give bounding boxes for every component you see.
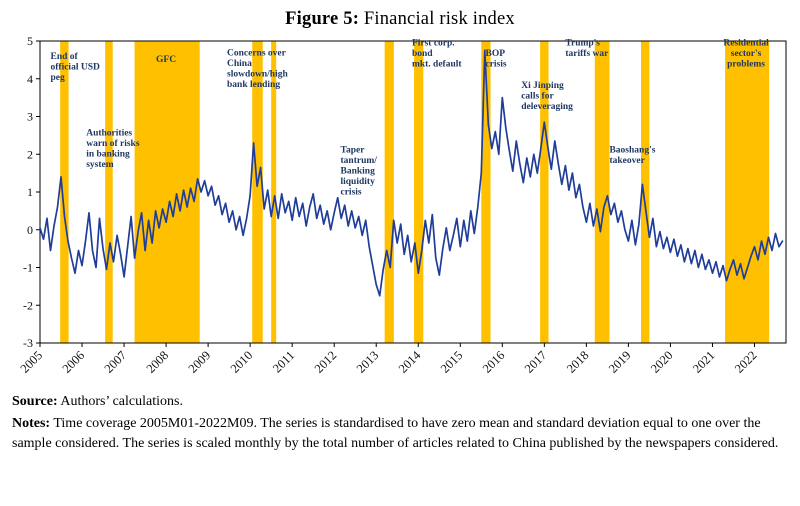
event-annotation-line: calls for: [521, 92, 554, 102]
notes-text: Time coverage 2005M01-2022M09. The serie…: [12, 415, 779, 451]
event-annotation-line: official USD: [51, 63, 100, 73]
x-axis-tick-label: 2016: [480, 348, 508, 376]
event-annotation-line: mkt. default: [412, 60, 462, 70]
event-annotation-line: GFC: [156, 55, 176, 65]
event-annotation-line: liquidity: [341, 177, 376, 187]
x-axis-tick-label: 2013: [354, 348, 382, 376]
y-axis-tick-label: -3: [23, 336, 33, 350]
event-annotation-line: takeover: [609, 156, 645, 166]
event-annotation-line: BOP: [485, 49, 505, 59]
event-band: [594, 41, 610, 343]
event-band: [60, 41, 69, 343]
figure-number-label: Figure 5:: [285, 9, 360, 29]
event-annotation-line: system: [86, 160, 114, 170]
event-annotation-line: deleveraging: [521, 102, 573, 112]
event-band: [540, 41, 549, 343]
x-axis-tick-label: 2008: [144, 348, 172, 376]
figure-title: Figure 5: Financial risk index: [0, 9, 800, 30]
event-band: [725, 41, 770, 343]
event-annotation: First corp. bond mkt. default: [412, 39, 462, 70]
event-annotation: Concerns over China slowdown/high bank lend…: [227, 48, 288, 90]
x-axis-tick-label: 2017: [522, 348, 550, 376]
event-annotation: End of official USD peg: [51, 52, 100, 83]
source-label: Source:: [12, 394, 58, 409]
event-annotation-line: Taper: [341, 145, 366, 155]
event-band: [414, 41, 424, 343]
event-annotation-line: Residential: [723, 39, 769, 49]
x-axis-tick-label: 2022: [732, 348, 760, 376]
x-axis-tick-label: 2021: [690, 348, 718, 376]
y-axis-tick-label: 5: [27, 34, 33, 48]
source-text: Authors’ calculations.: [57, 394, 183, 409]
event-annotation-line: Trump's: [565, 39, 600, 49]
event-annotation-line: peg: [51, 73, 66, 83]
event-annotation-line: End of: [51, 52, 79, 62]
x-axis-tick-label: 2005: [18, 348, 46, 376]
event-annotation-line: crisis: [485, 60, 506, 70]
event-annotation-line: China: [227, 59, 252, 69]
x-axis-tick-label: 2007: [102, 348, 130, 376]
event-annotation: Baoshang's takeover: [609, 145, 655, 166]
event-annotation: BOP crisis: [485, 49, 506, 70]
notes-label: Notes:: [12, 415, 51, 431]
x-axis-tick-label: 2018: [564, 348, 592, 376]
notes-line: Notes: Time coverage 2005M01-2022M09. Th…: [12, 414, 788, 454]
x-axis-tick-label: 2010: [228, 348, 256, 376]
event-annotation-line: sector's: [731, 49, 762, 59]
event-annotation-line: problems: [727, 60, 765, 70]
event-annotation-line: bond: [412, 49, 433, 59]
source-line: Source: Authors’ calculations.: [12, 392, 788, 412]
event-annotation-line: Banking: [341, 166, 376, 176]
x-axis-tick-label: 2020: [648, 348, 676, 376]
event-annotation-line: tariffs war: [565, 49, 609, 59]
event-annotation-line: crisis: [341, 187, 362, 197]
x-axis-tick-label: 2015: [438, 348, 466, 376]
x-axis-tick-label: 2011: [270, 348, 297, 375]
event-band: [384, 41, 394, 343]
event-band: [134, 41, 200, 343]
figure-page: Figure 5: Financial risk index 5 4 3 2 1 0 -1 -…: [0, 9, 800, 454]
y-axis-tick-label: 4: [27, 72, 33, 86]
event-band: [641, 41, 650, 343]
chart-container: 5 4 3 2 1 0 -1 -2 -3 2005 2006 2007 2008 2009 2010 2011…: [6, 33, 798, 390]
event-band: [481, 41, 491, 343]
event-annotation-line: slowdown/high: [227, 69, 288, 79]
event-annotation-line: warn of risks: [86, 139, 140, 149]
risk-index-line: [39, 49, 784, 297]
event-annotation-line: Authorities: [86, 128, 132, 138]
y-axis-tick-label: 3: [27, 110, 33, 124]
x-axis-tick-label: 2014: [396, 348, 424, 376]
event-annotation: Trump's tariffs war: [565, 39, 609, 60]
event-annotation-line: in banking: [86, 149, 130, 159]
event-annotation: Xi Jinping calls for deleveraging: [521, 81, 573, 112]
x-axis-tick-label: 2009: [186, 348, 214, 376]
x-axis-tick-label: 2012: [312, 348, 340, 376]
y-axis-tick-label: -1: [23, 261, 33, 275]
event-annotation: Residential sector's problems: [723, 39, 769, 70]
event-annotation: Taper tantrum/Banking liquidity crisis: [341, 145, 378, 197]
y-axis-tick-label: -2: [23, 298, 33, 312]
event-annotation-line: bank lending: [227, 80, 280, 90]
event-annotation-line: Baoshang's: [609, 145, 655, 155]
event-annotation: Authorities warn of risks in banking system: [86, 128, 140, 170]
event-annotation-line: Xi Jinping: [521, 81, 564, 91]
event-band: [252, 41, 263, 343]
y-axis-tick-label: 2: [27, 147, 33, 161]
x-axis-tick-label: 2006: [60, 348, 88, 376]
event-annotation-line: Concerns over: [227, 48, 287, 58]
y-axis-tick-label: 1: [27, 185, 33, 199]
figure-caption: Source: Authors’ calculations. Notes: Ti…: [0, 390, 800, 454]
event-band: [105, 41, 113, 343]
event-annotation-line: tantrum/: [341, 156, 378, 166]
event-band: [271, 41, 277, 343]
event-annotation: GFC: [156, 55, 176, 65]
figure-name: Financial risk index: [359, 9, 515, 29]
y-axis-tick-label: 0: [27, 223, 33, 237]
event-annotation-line: First corp.: [412, 39, 455, 49]
x-axis-tick-label: 2019: [606, 348, 634, 376]
